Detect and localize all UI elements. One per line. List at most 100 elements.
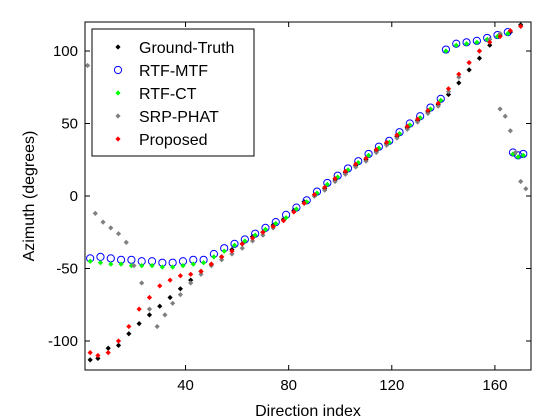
legend: Ground-Truth RTF-MTF RTF-CT SRP-PHAT Propose… [91, 28, 255, 157]
legend-marker [115, 44, 121, 50]
data-point [291, 209, 297, 215]
data-point [283, 215, 289, 221]
legend-marker [115, 136, 121, 142]
data-point [476, 48, 483, 54]
data-point [505, 31, 511, 37]
data-point [262, 226, 269, 232]
data-point [108, 261, 114, 267]
data-point [487, 36, 493, 42]
data-point [273, 220, 279, 227]
data-point [414, 119, 421, 125]
data-point [115, 338, 122, 344]
data-point [353, 164, 359, 170]
chart-marks [84, 22, 529, 363]
data-point [456, 71, 462, 77]
data-point [510, 151, 516, 157]
data-point [136, 306, 142, 312]
data-point [126, 331, 132, 337]
data-point [105, 345, 111, 351]
data-point [512, 149, 519, 156]
data-point [466, 60, 472, 66]
data-point [363, 155, 369, 161]
x-tick-label: 40 [177, 377, 194, 394]
legend-label: SRP-PHAT [139, 109, 219, 126]
axis-ticks: 40 80 120 160 -100 -50 0 50 100 [48, 22, 531, 394]
data-point [515, 154, 521, 160]
data-point [208, 261, 214, 267]
legend-label: RTF-CT [139, 86, 197, 103]
data-point [280, 218, 287, 224]
data-point [231, 242, 238, 248]
data-point [394, 135, 400, 141]
data-point [435, 100, 441, 106]
data-point [373, 147, 379, 153]
data-point [162, 312, 168, 318]
data-point [502, 113, 508, 119]
legend-label: RTF-MTF [139, 63, 208, 80]
data-point [87, 258, 93, 264]
data-point [106, 254, 115, 263]
data-point [435, 103, 441, 109]
data-point [188, 280, 194, 286]
data-point [373, 149, 379, 156]
data-point [149, 263, 155, 269]
data-point [445, 89, 452, 95]
data-point [177, 273, 183, 279]
data-point [445, 86, 452, 92]
data-point [445, 91, 452, 98]
x-tick-label: 160 [482, 377, 507, 394]
data-point [154, 323, 160, 330]
data-point [239, 241, 245, 247]
data-point [332, 176, 338, 182]
data-point [322, 184, 328, 190]
data-point [157, 283, 163, 289]
data-point [126, 323, 132, 330]
data-point [127, 255, 136, 264]
data-point [332, 178, 338, 185]
data-point [157, 303, 163, 309]
data-point [190, 261, 196, 267]
data-point [239, 245, 245, 251]
data-point [105, 350, 111, 356]
data-point [260, 229, 266, 235]
data-point [438, 97, 444, 103]
series-proposed [87, 23, 524, 359]
data-point [463, 41, 470, 47]
data-point [363, 158, 369, 164]
data-point [324, 181, 330, 187]
data-point [394, 132, 400, 138]
data-point [170, 300, 176, 306]
data-point [476, 55, 483, 61]
data-point [84, 62, 91, 69]
data-point [520, 152, 526, 158]
legend-marker [115, 90, 121, 96]
data-point [417, 115, 423, 121]
data-point [108, 225, 114, 231]
data-point [407, 122, 413, 128]
data-point [95, 352, 101, 359]
data-point [342, 171, 348, 177]
data-point [311, 191, 318, 198]
data-point [425, 110, 431, 116]
x-axis-title: Direction index [255, 403, 361, 420]
data-point [136, 321, 142, 327]
data-point [252, 232, 258, 238]
data-point [396, 131, 403, 137]
data-point [443, 48, 449, 54]
data-point [404, 126, 410, 132]
data-point [115, 342, 122, 348]
data-point [474, 39, 480, 45]
data-point [425, 107, 431, 114]
data-point [384, 139, 390, 145]
data-point [219, 254, 225, 260]
data-point [353, 161, 359, 167]
data-point [342, 168, 348, 174]
data-point [92, 210, 98, 216]
data-point [466, 67, 472, 73]
legend-marker [115, 113, 121, 119]
x-tick-label: 120 [379, 377, 404, 394]
data-point [123, 239, 129, 245]
data-point [497, 106, 503, 112]
data-point [221, 248, 227, 254]
data-point [188, 271, 194, 277]
